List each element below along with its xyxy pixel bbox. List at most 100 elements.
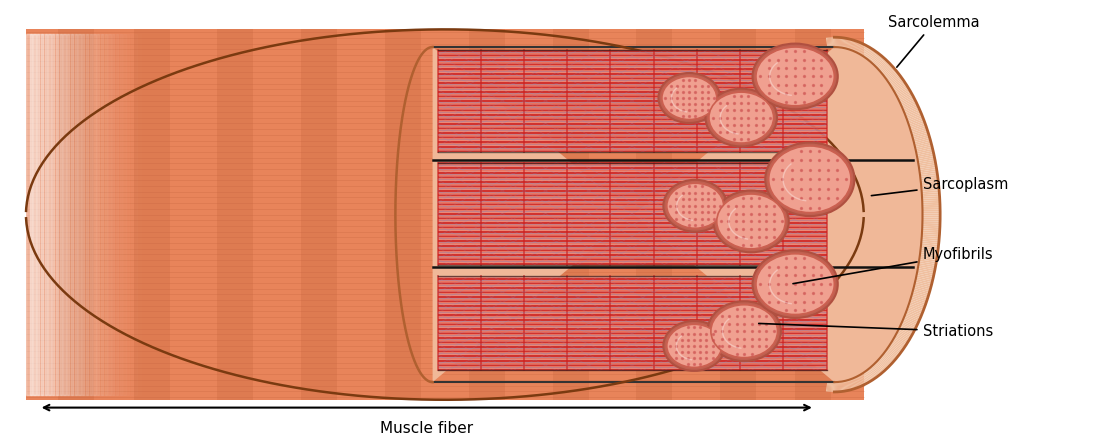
Polygon shape bbox=[901, 324, 914, 332]
Polygon shape bbox=[637, 29, 673, 400]
Polygon shape bbox=[865, 371, 872, 381]
Polygon shape bbox=[878, 358, 888, 368]
Bar bbox=[56, 34, 62, 395]
Polygon shape bbox=[918, 266, 935, 271]
Polygon shape bbox=[855, 42, 859, 52]
Polygon shape bbox=[848, 39, 852, 49]
Polygon shape bbox=[916, 275, 933, 280]
Polygon shape bbox=[903, 103, 918, 111]
Polygon shape bbox=[891, 78, 903, 87]
Polygon shape bbox=[922, 226, 940, 229]
Polygon shape bbox=[920, 167, 937, 172]
Polygon shape bbox=[901, 99, 915, 106]
Polygon shape bbox=[902, 321, 916, 329]
Polygon shape bbox=[921, 247, 938, 251]
Polygon shape bbox=[922, 230, 940, 233]
Polygon shape bbox=[913, 289, 929, 295]
Polygon shape bbox=[912, 133, 929, 139]
Polygon shape bbox=[919, 165, 937, 170]
Bar bbox=[128, 34, 133, 395]
Polygon shape bbox=[921, 241, 939, 245]
Polygon shape bbox=[894, 85, 908, 93]
Polygon shape bbox=[871, 53, 878, 62]
Polygon shape bbox=[871, 53, 880, 63]
Polygon shape bbox=[840, 38, 844, 48]
Polygon shape bbox=[841, 38, 845, 48]
Polygon shape bbox=[830, 37, 833, 47]
Polygon shape bbox=[385, 29, 421, 400]
Polygon shape bbox=[796, 29, 831, 400]
Polygon shape bbox=[886, 349, 897, 358]
Polygon shape bbox=[841, 381, 845, 391]
Polygon shape bbox=[919, 259, 937, 264]
Polygon shape bbox=[855, 377, 859, 387]
Polygon shape bbox=[875, 57, 884, 67]
Polygon shape bbox=[912, 131, 928, 137]
Bar bbox=[120, 34, 125, 395]
Polygon shape bbox=[918, 268, 934, 273]
Polygon shape bbox=[922, 232, 940, 235]
Polygon shape bbox=[872, 365, 881, 375]
Polygon shape bbox=[918, 154, 934, 159]
Polygon shape bbox=[884, 351, 895, 360]
Polygon shape bbox=[469, 29, 505, 400]
Polygon shape bbox=[897, 329, 911, 338]
Polygon shape bbox=[922, 229, 940, 231]
Polygon shape bbox=[827, 382, 829, 392]
Polygon shape bbox=[921, 243, 939, 247]
Bar bbox=[139, 34, 144, 395]
Polygon shape bbox=[874, 363, 884, 373]
Polygon shape bbox=[864, 47, 871, 57]
Polygon shape bbox=[896, 88, 910, 97]
Polygon shape bbox=[837, 37, 839, 47]
Polygon shape bbox=[861, 45, 866, 55]
Polygon shape bbox=[922, 204, 940, 206]
Polygon shape bbox=[862, 373, 868, 383]
Polygon shape bbox=[892, 79, 904, 88]
Polygon shape bbox=[438, 162, 827, 265]
Polygon shape bbox=[26, 29, 864, 400]
Polygon shape bbox=[922, 219, 940, 222]
Polygon shape bbox=[919, 162, 935, 166]
Polygon shape bbox=[838, 382, 840, 392]
Polygon shape bbox=[910, 298, 925, 305]
Polygon shape bbox=[857, 43, 863, 53]
Polygon shape bbox=[871, 367, 878, 377]
Polygon shape bbox=[914, 282, 931, 288]
Polygon shape bbox=[883, 353, 894, 363]
Bar bbox=[134, 34, 141, 395]
Polygon shape bbox=[859, 375, 865, 385]
Bar bbox=[30, 34, 36, 395]
Polygon shape bbox=[890, 345, 901, 353]
Polygon shape bbox=[904, 315, 919, 323]
Polygon shape bbox=[915, 147, 932, 152]
Bar bbox=[131, 34, 137, 395]
Bar bbox=[67, 34, 73, 395]
Polygon shape bbox=[915, 279, 932, 284]
Polygon shape bbox=[876, 58, 885, 68]
Ellipse shape bbox=[713, 191, 789, 252]
Polygon shape bbox=[893, 82, 905, 91]
Ellipse shape bbox=[707, 301, 781, 361]
Polygon shape bbox=[883, 67, 894, 76]
Polygon shape bbox=[920, 173, 938, 177]
Polygon shape bbox=[847, 39, 850, 49]
Polygon shape bbox=[881, 357, 891, 366]
Bar bbox=[90, 34, 95, 395]
Bar bbox=[82, 34, 88, 395]
Polygon shape bbox=[886, 71, 897, 80]
Polygon shape bbox=[838, 37, 840, 47]
Polygon shape bbox=[894, 83, 906, 92]
Polygon shape bbox=[854, 378, 858, 388]
Polygon shape bbox=[873, 364, 882, 374]
Polygon shape bbox=[922, 190, 939, 193]
Polygon shape bbox=[919, 163, 935, 168]
Polygon shape bbox=[920, 254, 938, 258]
Polygon shape bbox=[912, 292, 928, 298]
Polygon shape bbox=[852, 41, 856, 51]
Polygon shape bbox=[836, 382, 837, 392]
Polygon shape bbox=[885, 70, 896, 79]
Polygon shape bbox=[438, 276, 827, 371]
Polygon shape bbox=[861, 46, 867, 55]
Polygon shape bbox=[887, 72, 899, 81]
